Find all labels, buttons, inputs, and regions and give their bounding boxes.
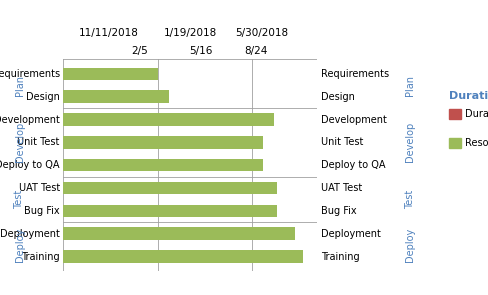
Text: UAT Test: UAT Test (19, 183, 60, 193)
Bar (63, 205, 277, 217)
Text: Resource Filler: Resource Filler (465, 138, 488, 148)
Text: Duration (Days): Duration (Days) (465, 109, 488, 119)
Text: Plan: Plan (15, 75, 24, 96)
Text: Plan: Plan (405, 75, 415, 96)
Text: UAT Test: UAT Test (321, 183, 362, 193)
Text: Deployment: Deployment (0, 229, 60, 239)
Text: Bug Fix: Bug Fix (321, 206, 356, 216)
Text: 5/30/2018: 5/30/2018 (235, 28, 288, 38)
Bar (63, 68, 158, 80)
Text: 1/19/2018: 1/19/2018 (163, 28, 217, 38)
Bar (63, 90, 168, 103)
Text: Deploy: Deploy (15, 228, 24, 262)
Text: Requirements: Requirements (0, 69, 60, 79)
Text: Test: Test (405, 190, 415, 209)
Text: Deploy to QA: Deploy to QA (321, 160, 386, 170)
Text: Develop: Develop (15, 122, 24, 163)
Text: Design: Design (321, 92, 355, 102)
Text: Training: Training (21, 252, 60, 262)
Text: Requirements: Requirements (321, 69, 389, 79)
Text: Development: Development (321, 114, 386, 124)
Text: Test: Test (15, 190, 24, 209)
Text: Bug Fix: Bug Fix (24, 206, 60, 216)
Text: Deployment: Deployment (321, 229, 381, 239)
Text: 8/24: 8/24 (244, 46, 268, 56)
Text: Duration Filler: Duration Filler (449, 91, 488, 101)
Text: Unit Test: Unit Test (18, 137, 60, 148)
Text: Deploy to QA: Deploy to QA (0, 160, 60, 170)
Bar (63, 227, 295, 240)
Bar (63, 113, 274, 126)
Text: Training: Training (321, 252, 360, 262)
Text: Unit Test: Unit Test (321, 137, 363, 148)
Bar (63, 250, 303, 263)
Text: Deploy: Deploy (405, 228, 415, 262)
Text: Development: Development (0, 114, 60, 124)
Text: Design: Design (26, 92, 60, 102)
Text: 5/16: 5/16 (189, 46, 212, 56)
Bar (63, 182, 277, 194)
Text: 11/11/2018: 11/11/2018 (79, 28, 139, 38)
Bar (63, 159, 263, 171)
Text: 2/5: 2/5 (131, 46, 148, 56)
Bar (63, 136, 263, 149)
Text: Develop: Develop (405, 122, 415, 163)
